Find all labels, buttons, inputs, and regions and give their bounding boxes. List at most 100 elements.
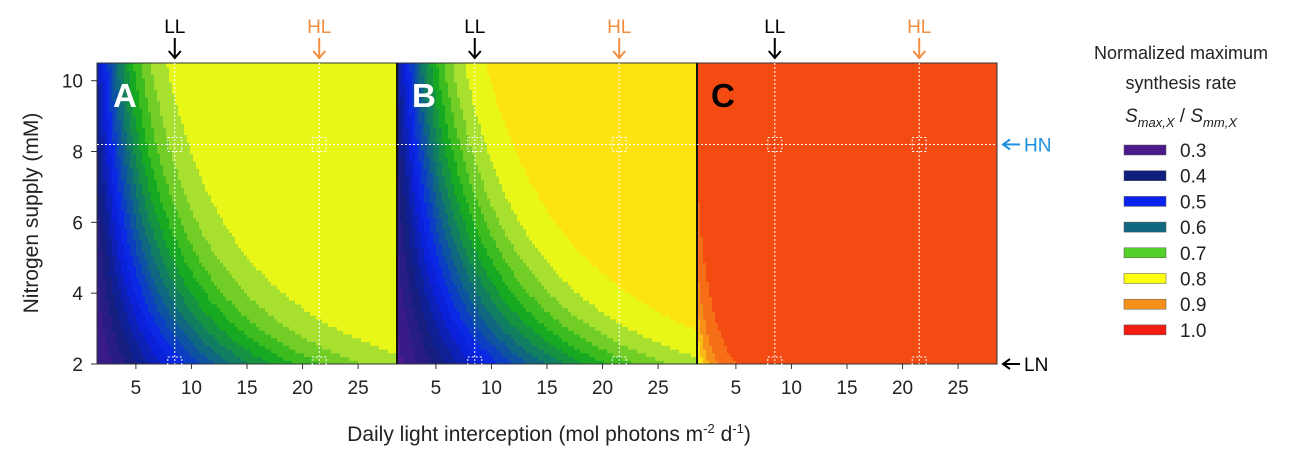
heatmap-cell <box>259 198 263 203</box>
heatmap-cell <box>127 303 131 309</box>
heatmap-cell <box>355 254 359 260</box>
heatmap-cell <box>175 243 179 248</box>
heatmap-cell <box>289 205 293 211</box>
heatmap-cell <box>259 213 263 218</box>
heatmap-cell <box>106 232 110 237</box>
heatmap-cell <box>118 247 122 252</box>
heatmap-cell <box>217 254 221 260</box>
heatmap-cell <box>154 311 158 316</box>
heatmap-cell <box>313 247 317 252</box>
heatmap-cell <box>163 258 167 264</box>
heatmap-cell <box>217 337 221 343</box>
heatmap-cell <box>367 269 371 275</box>
heatmap-cell <box>304 262 308 267</box>
heatmap-cell <box>133 232 137 237</box>
heatmap-cell <box>340 288 344 294</box>
heatmap-cell <box>316 284 320 290</box>
heatmap-cell <box>142 345 146 350</box>
heatmap-cell <box>367 217 371 222</box>
heatmap-cell <box>325 360 329 364</box>
heatmap-cell <box>307 292 311 297</box>
heatmap-cell <box>346 224 350 230</box>
heatmap-cell <box>304 175 308 181</box>
heatmap-cell <box>190 345 194 350</box>
heatmap-cell <box>343 315 347 320</box>
heatmap-cell <box>286 190 290 196</box>
heatmap-cell <box>361 345 365 350</box>
heatmap-cell <box>322 333 326 339</box>
heatmap-cell <box>163 288 167 294</box>
heatmap-cell <box>157 251 161 256</box>
heatmap-cell <box>271 243 275 248</box>
heatmap-cell <box>373 326 377 331</box>
heatmap-cell <box>334 183 338 188</box>
heatmap-cell <box>364 318 368 324</box>
heatmap-cell <box>316 179 320 184</box>
heatmap-cell <box>121 175 125 181</box>
heatmap-cell <box>283 326 287 331</box>
heatmap-cell <box>103 315 107 320</box>
heatmap-cell <box>175 356 179 361</box>
heatmap-cell <box>190 221 194 226</box>
heatmap-cell <box>358 356 362 361</box>
heatmap-cell <box>202 183 206 188</box>
heatmap-cell <box>376 288 380 294</box>
heatmap-cell <box>130 183 134 188</box>
heatmap-cell <box>262 284 266 290</box>
heatmap-cell <box>283 337 287 343</box>
heatmap-cell <box>376 175 380 181</box>
heatmap-cell <box>184 217 188 222</box>
heatmap-cell <box>370 345 374 350</box>
heatmap-cell <box>220 341 224 346</box>
heatmap-cell <box>130 348 134 354</box>
heatmap-cell <box>259 284 263 290</box>
heatmap-cell <box>199 221 203 226</box>
heatmap-cell <box>220 273 224 279</box>
heatmap-cell <box>190 236 194 241</box>
heatmap-cell <box>127 341 131 346</box>
heatmap-cell <box>388 300 392 305</box>
heatmap-cell <box>238 273 242 279</box>
heatmap-cell <box>136 333 140 339</box>
heatmap-cell <box>307 345 311 350</box>
heatmap-cell <box>100 194 104 200</box>
heatmap-cell <box>334 341 338 346</box>
heatmap-cell <box>271 284 275 290</box>
heatmap-cell <box>181 352 185 358</box>
heatmap-cell <box>247 356 251 361</box>
heatmap-cell <box>160 251 164 256</box>
heatmap-cell <box>157 352 161 358</box>
heatmap-cell <box>232 315 236 320</box>
heatmap-cell <box>205 352 209 358</box>
heatmap-cell <box>247 269 251 275</box>
heatmap-cell <box>361 273 365 279</box>
heatmap-cell <box>175 221 179 226</box>
heatmap-cell <box>232 262 236 267</box>
heatmap-cell <box>145 288 149 294</box>
heatmap-cell <box>181 262 185 267</box>
heatmap-cell <box>313 356 317 361</box>
heatmap-cell <box>244 236 248 241</box>
heatmap-cell <box>316 232 320 237</box>
heatmap-cell <box>166 209 170 215</box>
heatmap-cell <box>157 292 161 297</box>
heatmap-cell <box>145 348 149 354</box>
heatmap-cell <box>316 322 320 327</box>
heatmap-cell <box>298 360 302 364</box>
heatmap-cell <box>145 205 149 211</box>
heatmap-cell <box>178 262 182 267</box>
heatmap-cell <box>352 345 356 350</box>
heatmap-cell <box>343 341 347 346</box>
heatmap-cell <box>295 187 299 192</box>
heatmap-cell <box>343 322 347 327</box>
heatmap-cell <box>367 284 371 290</box>
heatmap-cell <box>268 311 272 316</box>
heatmap-cell <box>277 318 281 324</box>
heatmap-cell <box>208 179 212 184</box>
heatmap-cell <box>193 296 197 301</box>
heatmap-cell <box>133 221 137 226</box>
heatmap-cell <box>163 198 167 203</box>
heatmap-cell <box>253 292 257 297</box>
heatmap-cell <box>106 194 110 200</box>
heatmap-cell <box>187 277 191 282</box>
